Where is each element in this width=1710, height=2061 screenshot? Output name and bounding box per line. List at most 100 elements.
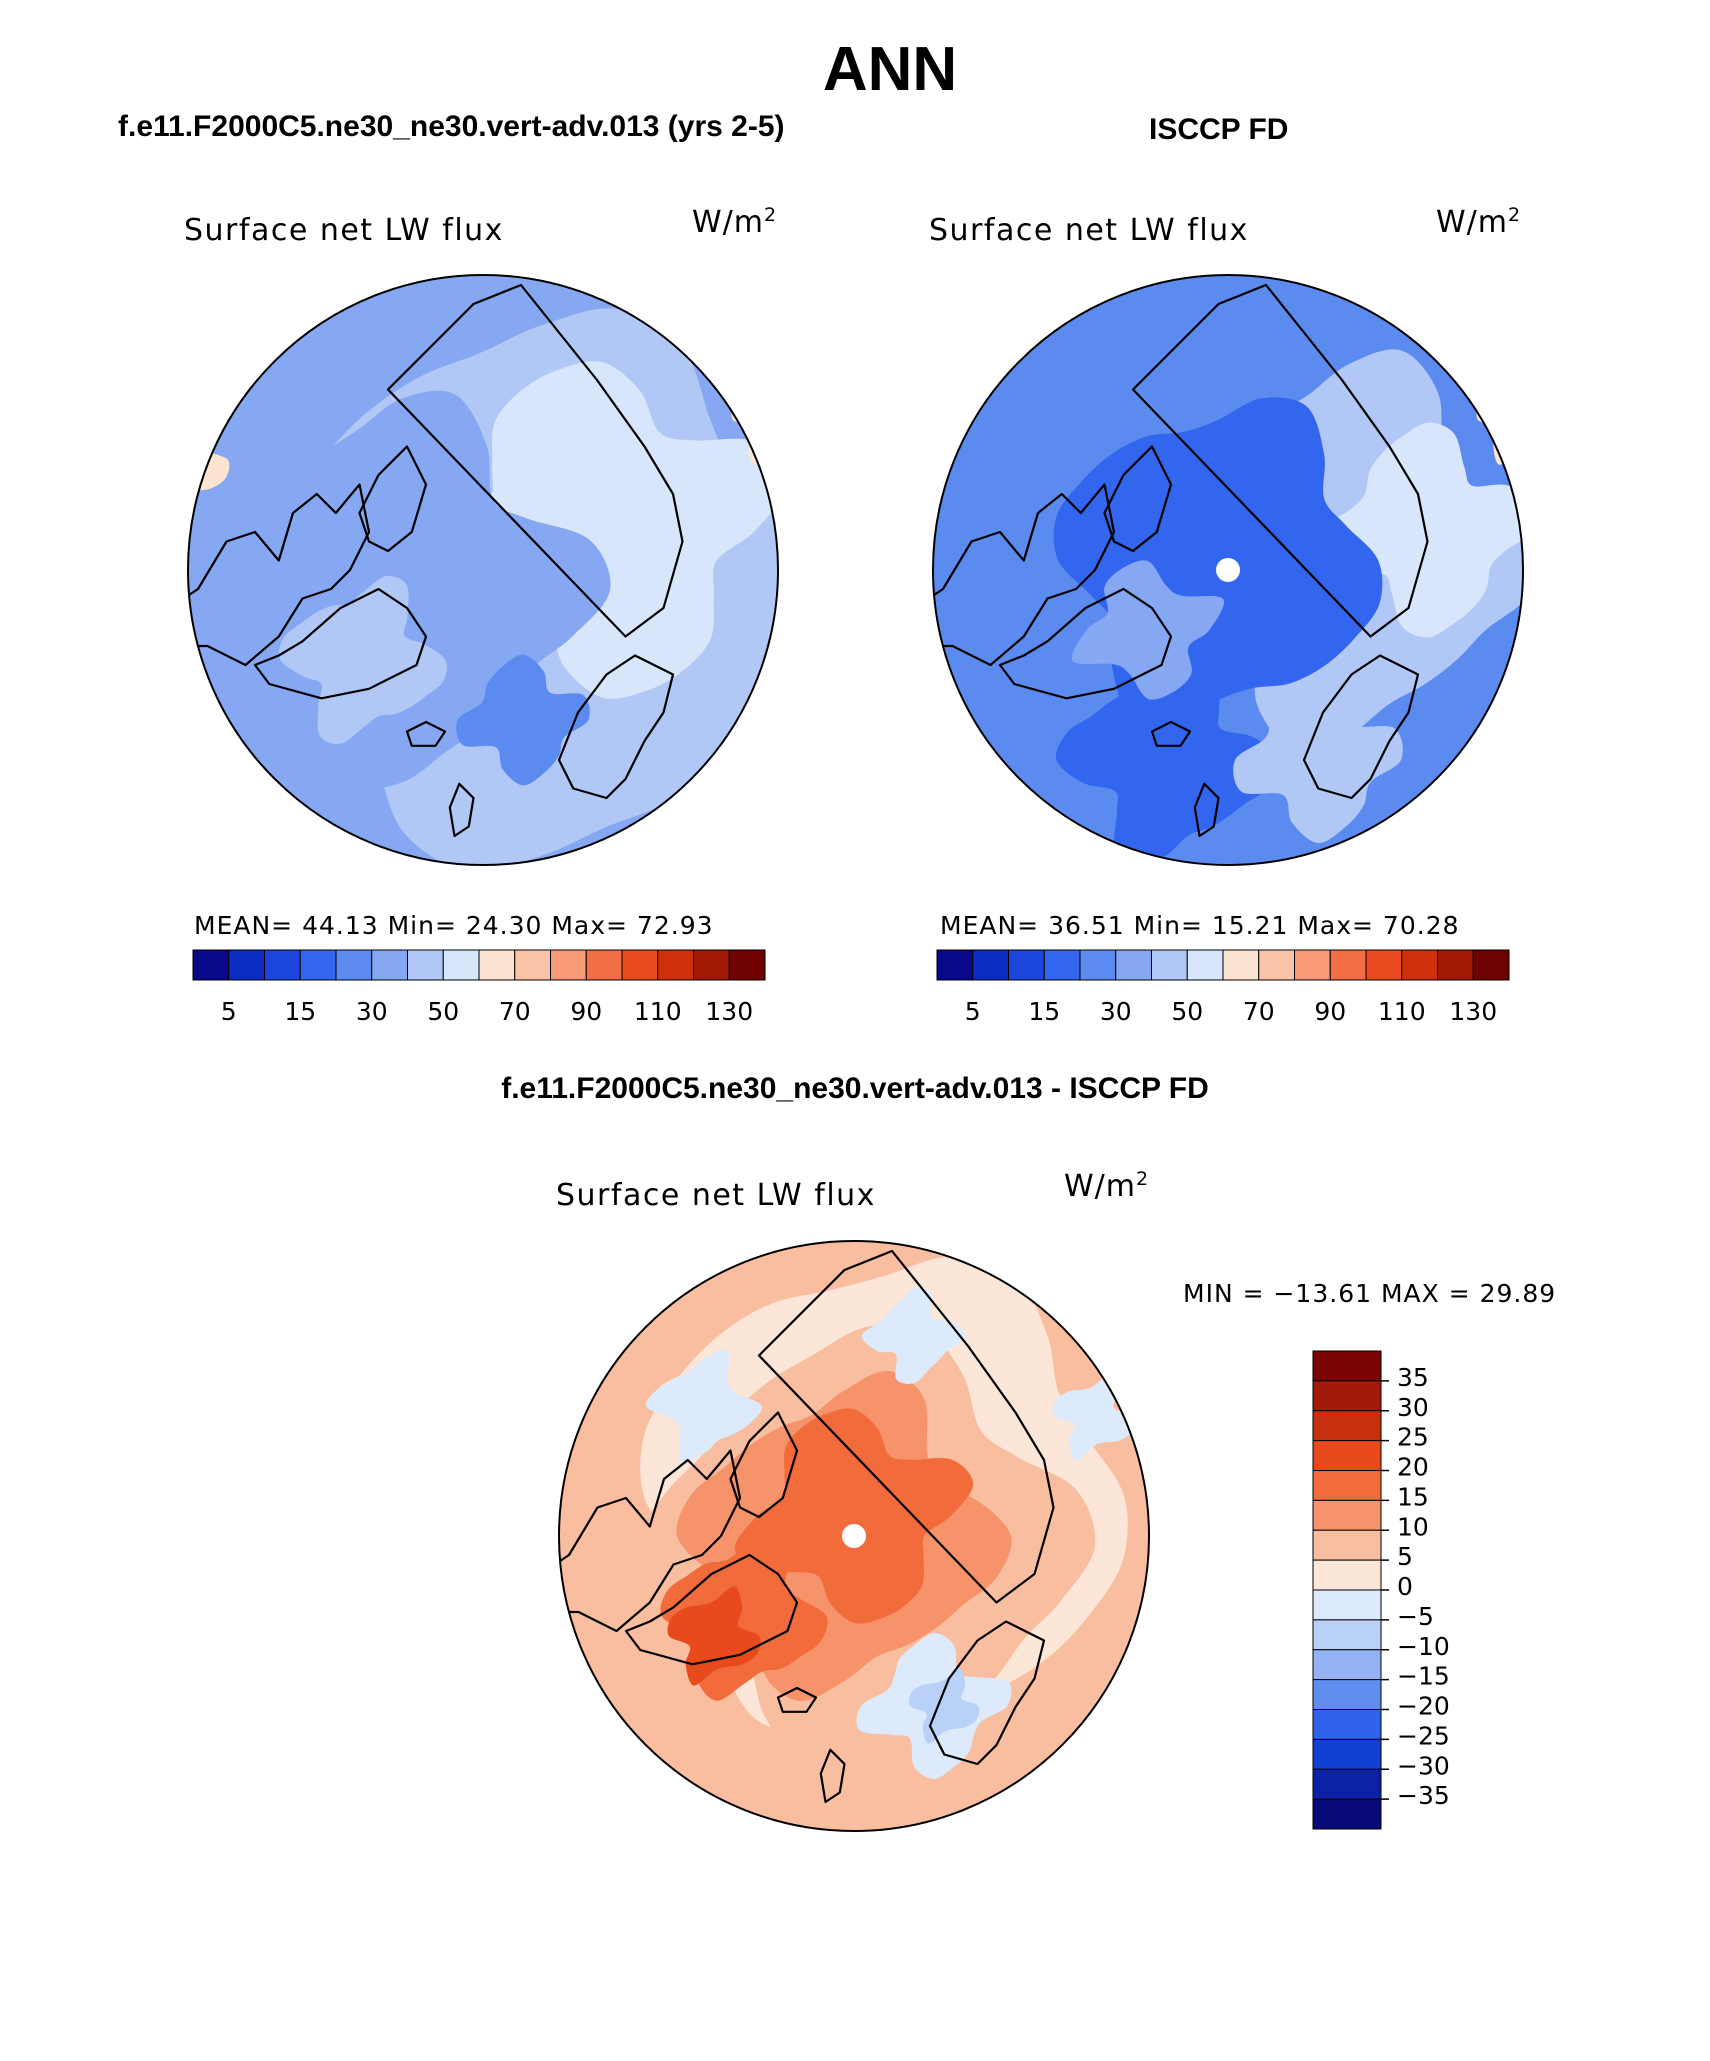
diff-colorbar-label: 25 — [1397, 1423, 1429, 1452]
diff-colorbar-label: 30 — [1397, 1393, 1429, 1422]
obs-units-label: W/m2 — [1436, 204, 1522, 240]
contour-region — [456, 654, 590, 786]
diff-colorbar-label: −35 — [1397, 1781, 1450, 1810]
model-colorbar-swatch — [299, 949, 337, 981]
obs-map-boundary — [932, 274, 1524, 866]
obs-stats: MEAN= 36.51 Min= 15.21 Max= 70.28 — [940, 911, 1460, 940]
obs-colorbar-swatch — [1008, 949, 1045, 981]
obs-colorbar-label: 50 — [1171, 997, 1203, 1026]
model-colorbar-label: 110 — [634, 997, 682, 1026]
model-stats: MEAN= 44.13 Min= 24.30 Max= 72.93 — [194, 911, 714, 940]
model-colorbar-label: 70 — [499, 997, 531, 1026]
model-map-boundary — [187, 274, 779, 866]
model-colorbar-label: 5 — [221, 997, 237, 1026]
diff-colorbar-label: −5 — [1397, 1602, 1434, 1631]
diff-variable-label: Surface net LW flux — [556, 1178, 876, 1213]
contour-region — [861, 1288, 967, 1384]
diff-colorbar-swatch — [1312, 1738, 1382, 1770]
coastline — [557, 654, 675, 800]
model-colorbar-swatch — [371, 949, 408, 981]
obs-map-field — [933, 275, 1523, 865]
contour-region — [1233, 676, 1403, 844]
obs-colorbar-swatch — [1222, 949, 1260, 981]
diff-colorbar-swatch — [1312, 1470, 1382, 1501]
obs-colorbar-swatch — [936, 949, 974, 981]
coastline — [1103, 445, 1173, 553]
diff-colorbar-swatch — [1312, 1440, 1382, 1471]
model-colorbar-swatch — [478, 949, 516, 981]
coastline — [624, 1553, 799, 1666]
obs-colorbar-swatch — [1043, 949, 1081, 981]
obs-variable-label: Surface net LW flux — [929, 213, 1249, 248]
diff-colorbar-swatch — [1312, 1709, 1382, 1740]
obs-colorbar-label: 30 — [1100, 997, 1132, 1026]
obs-colorbar-swatch — [972, 949, 1009, 981]
page-title: ANN — [822, 35, 958, 104]
obs-colorbar-swatch — [1079, 949, 1117, 981]
model-colorbar-swatch — [657, 949, 694, 981]
obs-panel-title: ISCCP FD — [1149, 113, 1289, 146]
obs-colorbar-label: 90 — [1314, 997, 1346, 1026]
contour-region — [908, 1668, 980, 1744]
model-colorbar-label: 90 — [570, 997, 602, 1026]
obs-colorbar-label: 15 — [1028, 997, 1060, 1026]
coastline — [1131, 283, 1429, 638]
contour-region — [667, 1586, 761, 1686]
model-panel-title: f.e11.F2000C5.ne30_ne30.vert-adv.013 (yr… — [118, 110, 785, 143]
model-colorbar-swatch — [228, 949, 265, 981]
model-colorbar-label: 130 — [705, 997, 753, 1026]
coastline — [933, 483, 1116, 667]
model-variable-label: Surface net LW flux — [184, 213, 504, 248]
colorbars: 5 15 30 50 70 90 110 130 5 15 30 50 70 90 110 130353025… — [192, 949, 1510, 1830]
coastline — [358, 445, 428, 553]
coastline — [757, 1249, 1055, 1604]
contour-region — [1312, 422, 1523, 638]
coastline — [928, 1620, 1046, 1766]
obs-colorbar-swatch — [1115, 949, 1152, 981]
model-colorbar-swatch — [585, 949, 623, 981]
diff-colorbar-swatch — [1312, 1649, 1382, 1681]
coastline — [819, 1748, 846, 1804]
diff-colorbar-label: −15 — [1397, 1662, 1450, 1691]
model-colorbar-swatch — [693, 949, 730, 981]
diff-colorbar-label: 0 — [1397, 1572, 1413, 1601]
diff-colorbar-label: 35 — [1397, 1363, 1429, 1392]
coastline — [1193, 782, 1220, 838]
obs-colorbar-label: 130 — [1449, 997, 1497, 1026]
coastline — [998, 587, 1173, 700]
diff-colorbar-swatch — [1312, 1768, 1382, 1800]
diff-colorbar-label: −25 — [1397, 1721, 1450, 1750]
coastline — [188, 483, 371, 667]
model-colorbar-label: 15 — [284, 997, 316, 1026]
coastline — [1302, 654, 1420, 800]
coastline — [253, 587, 428, 700]
coastline — [1150, 720, 1192, 747]
diff-colorbar-label: 15 — [1397, 1482, 1429, 1511]
diff-colorbar-label: −30 — [1397, 1751, 1450, 1780]
coastline — [559, 1449, 742, 1633]
diff-map-boundary — [558, 1240, 1150, 1832]
diff-colorbar-swatch — [1312, 1589, 1382, 1621]
model-map-field — [188, 275, 778, 865]
diff-colorbar-swatch — [1312, 1350, 1382, 1382]
model-colorbar-label: 30 — [356, 997, 388, 1026]
diff-colorbar-swatch — [1312, 1798, 1382, 1830]
obs-colorbar-label: 110 — [1378, 997, 1426, 1026]
coastline — [448, 782, 475, 838]
coastline — [776, 1686, 818, 1713]
diff-panel-title: f.e11.F2000C5.ne30_ne30.vert-adv.013 - I… — [501, 1072, 1209, 1105]
obs-colorbar-swatch — [1186, 949, 1224, 981]
obs-colorbar-swatch — [1401, 949, 1438, 981]
obs-colorbar-swatch — [1294, 949, 1331, 981]
contour-region — [645, 1349, 763, 1463]
obs-colorbar-swatch — [1472, 949, 1510, 981]
diff-colorbar-label: 20 — [1397, 1453, 1429, 1482]
model-colorbar-swatch — [192, 949, 230, 981]
diff-colorbar-label: 10 — [1397, 1512, 1429, 1541]
diff-stats: MIN = −13.61 MAX = 29.89 — [1183, 1279, 1557, 1308]
pole-missing-data — [842, 1524, 866, 1548]
diff-colorbar-swatch — [1312, 1559, 1382, 1591]
diff-map-field — [559, 1241, 1149, 1831]
obs-colorbar-swatch — [1151, 949, 1188, 981]
